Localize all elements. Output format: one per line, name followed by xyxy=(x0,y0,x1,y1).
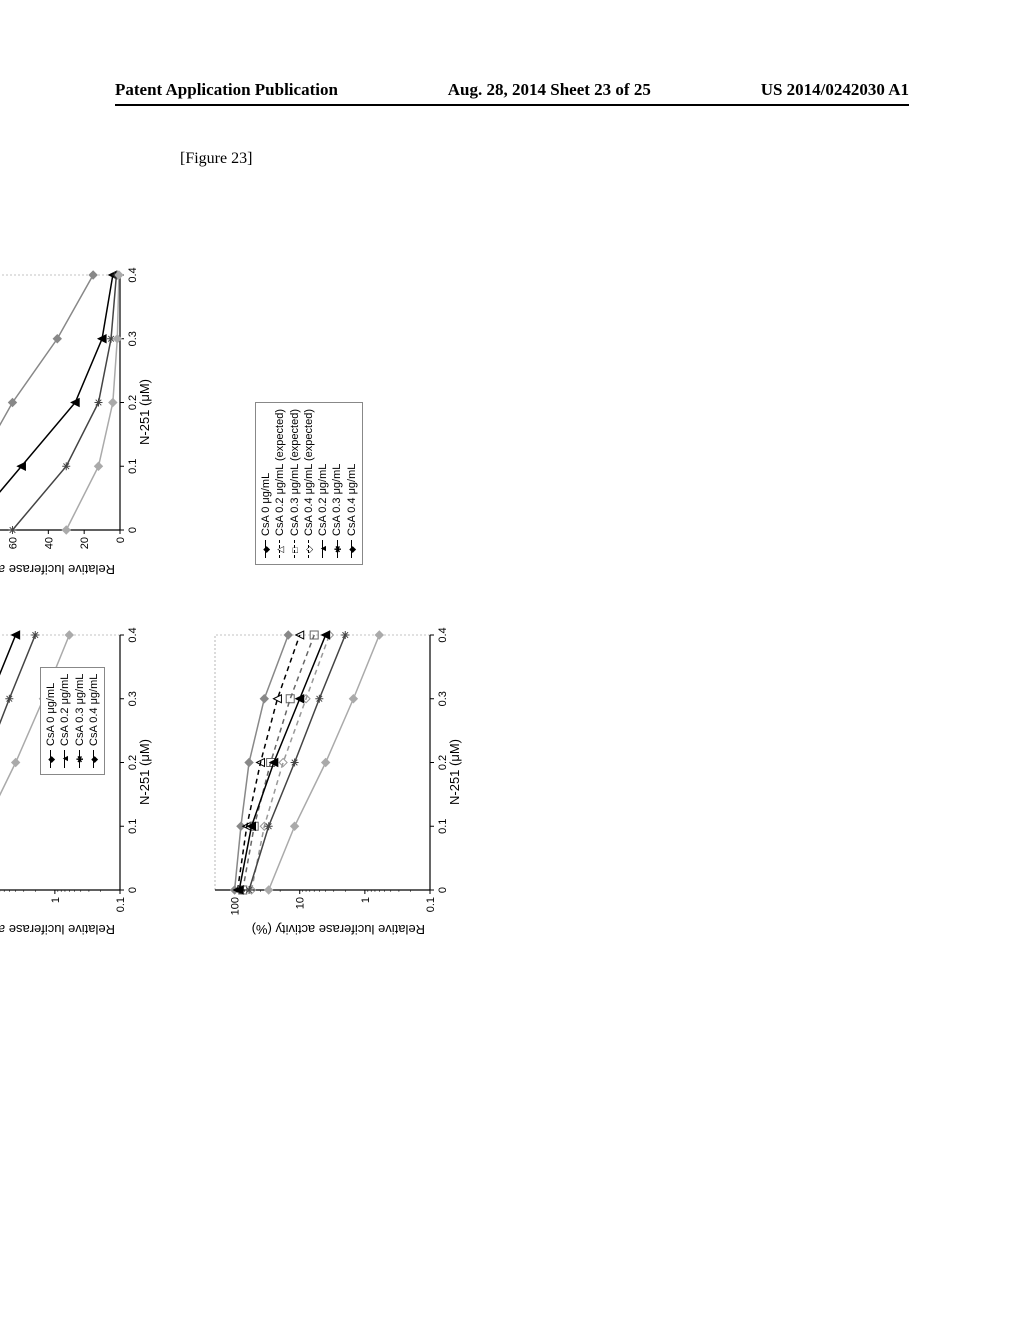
ylabel: Relative luciferase activity (%) xyxy=(252,922,425,937)
legend-label: CsA 0 μg/mL xyxy=(259,473,273,536)
svg-text:0: 0 xyxy=(437,887,449,893)
legend-item: ◆ CsA 0 μg/mL xyxy=(259,409,273,558)
svg-text:0.4: 0.4 xyxy=(127,267,139,282)
legend-label: CsA 0.4 μg/mL xyxy=(87,674,101,746)
legend-item: □ CsA 0.3 μg/mL (expected) xyxy=(288,409,302,558)
legend-label: CsA 0.2 μg/mL xyxy=(316,464,330,536)
svg-text:40: 40 xyxy=(43,537,55,549)
header-right: US 2014/0242030 A1 xyxy=(761,80,909,100)
svg-text:0: 0 xyxy=(127,527,139,533)
legend-marker-icon: ◆ xyxy=(261,540,271,558)
legend-marker-icon: ▲ xyxy=(318,540,328,558)
ylabel: Relative luciferase activity (%) xyxy=(0,922,115,937)
svg-text:0: 0 xyxy=(127,887,139,893)
chart-bottom-left: 00.10.20.30.40.1110100 Relative lucifera… xyxy=(205,625,465,945)
page-header: Patent Application Publication Aug. 28, … xyxy=(115,80,909,106)
chart-top-left: 00.10.20.30.40.1110100 Relative lucifera… xyxy=(0,625,155,945)
legend-item: ◆ CsA 0 μg/mL xyxy=(44,674,58,768)
legend-item: ▲ CsA 0.2 μg/mL xyxy=(58,674,72,768)
legend-marker-icon: ▲ xyxy=(60,750,70,768)
figure-label: [Figure 23] xyxy=(180,150,252,168)
svg-text:0.3: 0.3 xyxy=(127,691,139,706)
legend-marker-icon: ◆ xyxy=(46,750,56,768)
svg-text:0.4: 0.4 xyxy=(127,627,139,642)
legend-marker-icon: ◆ xyxy=(347,540,357,558)
svg-text:0.1: 0.1 xyxy=(437,819,449,834)
svg-text:0.1: 0.1 xyxy=(115,897,127,912)
legend-item: △ CsA 0.2 μg/mL (expected) xyxy=(273,409,287,558)
svg-text:60: 60 xyxy=(8,537,20,549)
legend-marker-icon: ◇ xyxy=(304,540,314,558)
legend-marker-icon: ✱ xyxy=(333,540,343,558)
svg-text:0.3: 0.3 xyxy=(127,331,139,346)
legend-label: CsA 0.4 μg/mL xyxy=(345,464,359,536)
legend-tl: ◆ CsA 0 μg/mL ▲ CsA 0.2 μg/mL ✱ CsA 0.3 … xyxy=(40,667,105,775)
legend-label: CsA 0.4 μg/mL (expected) xyxy=(302,409,316,536)
svg-text:0: 0 xyxy=(115,537,127,543)
legend-item: ◆ CsA 0.4 μg/mL xyxy=(87,674,101,768)
legend-item: ✱ CsA 0.3 μg/mL xyxy=(330,409,344,558)
svg-text:10: 10 xyxy=(295,897,307,909)
legend-label: CsA 0.3 μg/mL xyxy=(73,674,87,746)
svg-text:1: 1 xyxy=(360,897,372,903)
figure-container: 00.10.20.30.40.1110100 Relative lucifera… xyxy=(0,345,775,795)
svg-text:100: 100 xyxy=(230,897,242,915)
legend-label: CsA 0.2 μg/mL xyxy=(58,674,72,746)
svg-text:0.1: 0.1 xyxy=(127,459,139,474)
legend-marker-icon: ✱ xyxy=(75,750,85,768)
legend-marker-icon: □ xyxy=(290,540,300,558)
header-left: Patent Application Publication xyxy=(115,80,338,100)
header-center: Aug. 28, 2014 Sheet 23 of 25 xyxy=(448,80,651,100)
svg-text:20: 20 xyxy=(79,537,91,549)
chart-svg: 00.10.20.30.40.1110100 xyxy=(205,625,465,945)
legend-label: CsA 0.2 μg/mL (expected) xyxy=(273,409,287,536)
legend-marker-icon: ◆ xyxy=(89,750,99,768)
svg-text:0.1: 0.1 xyxy=(425,897,437,912)
legend-external: ◆ CsA 0 μg/mL △ CsA 0.2 μg/mL (expected)… xyxy=(255,402,363,565)
svg-text:0.3: 0.3 xyxy=(437,691,449,706)
legend-item: ▲ CsA 0.2 μg/mL xyxy=(316,409,330,558)
legend-marker-icon: △ xyxy=(275,540,285,558)
legend-label: CsA 0 μg/mL xyxy=(44,683,58,746)
ylabel: Relative luciferase activity (%) xyxy=(0,562,115,577)
legend-item: ◆ CsA 0.4 μg/mL xyxy=(345,409,359,558)
svg-text:0.1: 0.1 xyxy=(127,819,139,834)
chart-top-right: 00.10.20.30.4020406080100120 Relative lu… xyxy=(0,265,155,585)
legend-item: ◇ CsA 0.4 μg/mL (expected) xyxy=(302,409,316,558)
legend-label: CsA 0.3 μg/mL xyxy=(330,464,344,536)
svg-text:1: 1 xyxy=(50,897,62,903)
xlabel: N-251 (μM) xyxy=(447,739,462,805)
xlabel: N-251 (μM) xyxy=(137,379,152,445)
chart-svg: 00.10.20.30.4020406080100120 xyxy=(0,265,155,585)
xlabel: N-251 (μM) xyxy=(137,739,152,805)
legend-label: CsA 0.3 μg/mL (expected) xyxy=(288,409,302,536)
svg-text:0.4: 0.4 xyxy=(437,627,449,642)
legend-item: ✱ CsA 0.3 μg/mL xyxy=(73,674,87,768)
